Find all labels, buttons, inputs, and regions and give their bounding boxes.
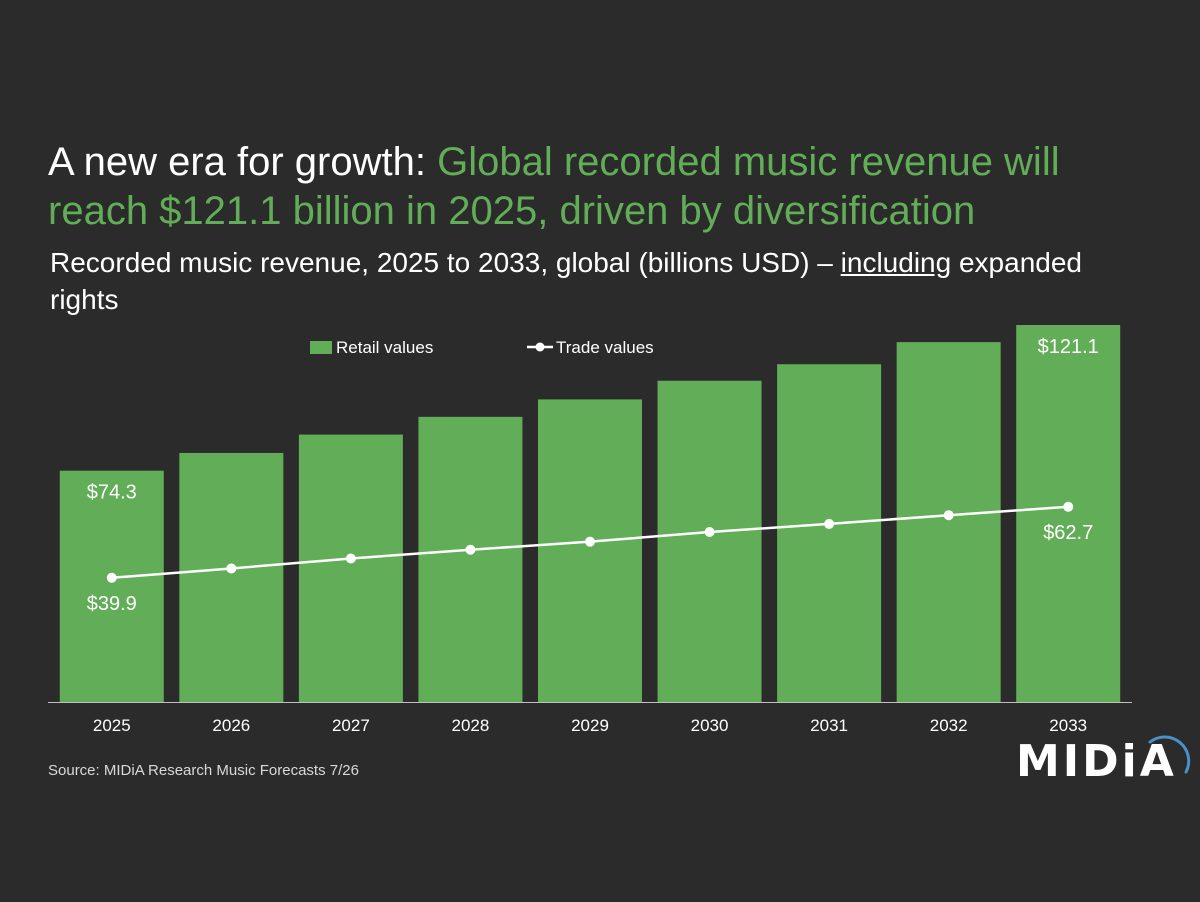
trade-point-2027: [345, 553, 356, 564]
bar-2030: [657, 380, 762, 702]
legend-label-retail: Retail values: [336, 338, 433, 357]
x-tick-label: 2025: [93, 716, 131, 735]
x-tick-label: 2031: [810, 716, 848, 735]
legend-swatch-trade-dot: [535, 342, 545, 352]
x-tick-label: 2028: [452, 716, 490, 735]
trade-point-2030: [704, 527, 715, 538]
bar-2033: [1016, 325, 1121, 702]
trade-point-2025: [106, 572, 117, 583]
bar-data-label: $121.1: [1038, 336, 1099, 358]
trade-point-2031: [824, 518, 835, 529]
title-lead: A new era for growth:: [48, 140, 438, 184]
trade-point-2033: [1063, 501, 1074, 512]
logo-text: MIDiA: [1016, 736, 1177, 787]
trade-point-2026: [226, 563, 237, 574]
x-tick-label: 2027: [332, 716, 370, 735]
x-tick-label: 2032: [930, 716, 968, 735]
trade-data-label: $62.7: [1043, 522, 1093, 544]
legend-label-trade: Trade values: [556, 338, 654, 357]
subtitle-lead: Recorded music revenue, 2025 to 2033, gl…: [50, 247, 841, 278]
bar-2026: [179, 452, 284, 702]
title-accent: Global recorded music revenue will reach…: [48, 140, 1060, 233]
x-tick-label: 2029: [571, 716, 609, 735]
x-axis: 2025 2026 2027 2028 2029 2030 2031 2032 2033: [48, 702, 1132, 735]
logo-arc-icon: [1148, 735, 1191, 774]
trade-point-2028: [465, 544, 476, 555]
trade-data-label: $39.9: [87, 593, 137, 615]
x-tick-label: 2033: [1049, 716, 1087, 735]
labels-layer: $74.3 $121.1 $39.9 $62.7: [87, 336, 1099, 615]
x-tick-label: 2030: [691, 716, 729, 735]
trade-point-2032: [943, 510, 954, 521]
bar-2031: [777, 364, 882, 702]
line-layer: [106, 501, 1074, 583]
bar-2029: [537, 399, 643, 702]
chart-title: A new era for growth: Global recorded mu…: [48, 138, 1168, 236]
legend-item-retail: Retail values: [310, 338, 433, 357]
x-tick-label: 2026: [212, 716, 250, 735]
bar-2025: [59, 470, 164, 702]
bars-layer: [59, 325, 1121, 702]
midia-logo: MIDiA: [1014, 728, 1194, 788]
bar-data-label: $74.3: [87, 482, 137, 504]
chart-subtitle: Recorded music revenue, 2025 to 2033, gl…: [50, 244, 1150, 318]
subtitle-tail: expanded rights: [50, 247, 1082, 315]
legend-swatch-retail: [310, 341, 332, 354]
bar-2027: [298, 434, 403, 702]
subtitle-underlined: including: [840, 247, 952, 278]
bar-2028: [418, 416, 523, 702]
trade-point-2029: [585, 536, 595, 547]
legend-item-trade: Trade values: [527, 338, 654, 357]
legend: Retail values Trade values: [310, 338, 654, 357]
source-note: Source: MIDiA Research Music Forecasts 7…: [48, 762, 359, 779]
bar-2032: [896, 342, 1001, 702]
